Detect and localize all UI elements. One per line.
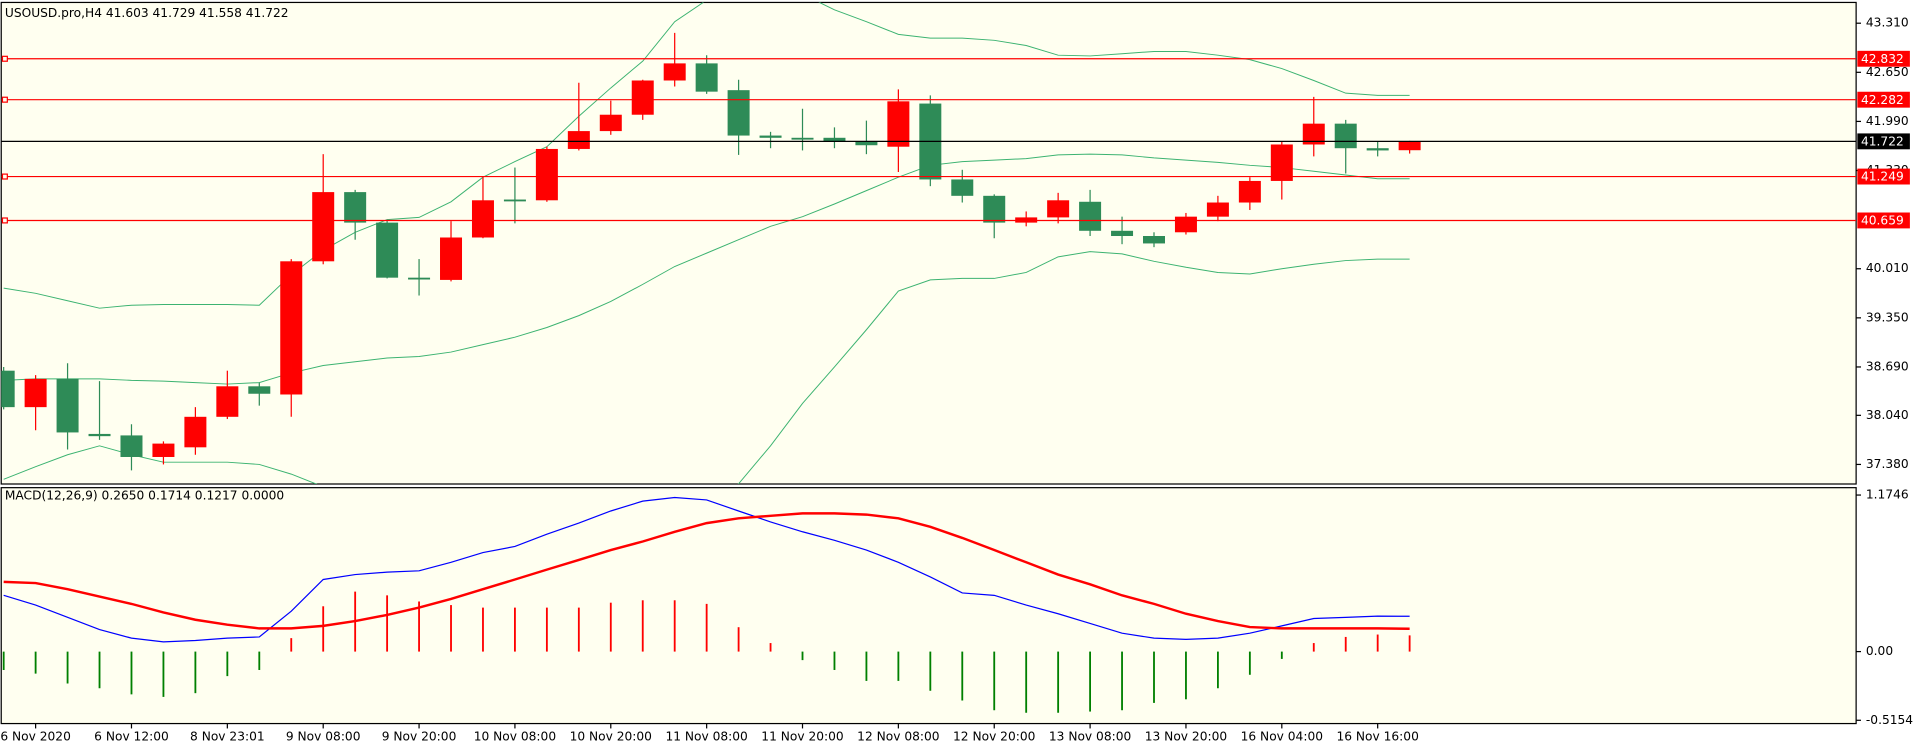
candle-body <box>216 386 239 417</box>
candle-body <box>471 200 494 238</box>
macd-plot <box>2 496 1411 713</box>
y-tick-label: 42.650 <box>1866 65 1909 79</box>
y-tick-label: 41.990 <box>1866 114 1909 128</box>
level-marker <box>1 96 8 103</box>
y-tick-label: 38.690 <box>1866 359 1909 373</box>
candle-body <box>759 135 782 138</box>
level-label-box <box>1857 133 1910 150</box>
x-tick-label: 16 Nov 16:00 <box>1336 729 1418 743</box>
x-tick-label: 11 Nov 20:00 <box>761 729 843 743</box>
x-tick-label: 12 Nov 08:00 <box>857 729 939 743</box>
x-tick-label: 13 Nov 20:00 <box>1145 729 1227 743</box>
x-tick-label: 6 Nov 12:00 <box>94 729 169 743</box>
candle-body <box>408 277 431 280</box>
candle-body <box>1079 201 1102 231</box>
candle-body <box>663 63 686 81</box>
macd-line <box>3 512 1410 630</box>
y-tick-label: 40.010 <box>1866 261 1909 275</box>
candle-body <box>1174 216 1197 233</box>
candle-body <box>440 237 463 280</box>
candle-body <box>1 370 15 408</box>
candle-body <box>1334 123 1357 149</box>
y-tick-label: 39.350 <box>1866 310 1909 324</box>
indicator-line <box>3 153 1410 385</box>
x-tick-label: 6 Nov 2020 <box>0 729 70 743</box>
x-tick-label: 10 Nov 20:00 <box>570 729 652 743</box>
candle-body <box>599 114 622 132</box>
indicator-line <box>3 2 1410 309</box>
candle-body <box>631 80 654 115</box>
macd-panel <box>0 487 1857 725</box>
level-label: 41.249 <box>1861 170 1904 184</box>
level-label: 40.659 <box>1861 214 1904 228</box>
candle-body <box>56 378 79 433</box>
candle-body <box>567 131 590 149</box>
y-tick-label: 43.310 <box>1866 16 1909 30</box>
level-label-box <box>1857 50 1910 67</box>
candle-body <box>1270 144 1293 181</box>
level-label: 42.832 <box>1861 52 1904 66</box>
y-tick-label: 1.1746 <box>1866 488 1909 502</box>
x-tick-label: 12 Nov 20:00 <box>953 729 1035 743</box>
candle-body <box>1366 148 1389 151</box>
candle-body <box>1206 202 1229 217</box>
candle-body <box>1111 230 1134 237</box>
level-label-box <box>1857 168 1910 185</box>
level-label-box <box>1857 91 1910 108</box>
candle-body <box>88 433 111 437</box>
candle-body <box>376 222 399 278</box>
price-plot <box>1 2 1857 485</box>
x-tick-label: 10 Nov 08:00 <box>474 729 556 743</box>
candle-body <box>887 101 910 147</box>
candle-body <box>1302 123 1325 145</box>
level-marker <box>1 173 8 180</box>
x-tick-label: 13 Nov 08:00 <box>1049 729 1131 743</box>
level-label: 42.282 <box>1861 93 1904 107</box>
candle-body <box>695 63 718 92</box>
candle-body <box>1143 236 1165 244</box>
candle-body <box>855 141 878 146</box>
level-label: 41.722 <box>1861 134 1904 148</box>
chart-title: USOUSD.pro,H4 41.603 41.729 41.558 41.72… <box>5 6 289 20</box>
x-tick-label: 9 Nov 20:00 <box>382 729 457 743</box>
x-tick-label: 8 Nov 23:01 <box>190 729 265 743</box>
axes: 43.31042.65041.99041.33040.01039.35038.6… <box>0 16 1913 744</box>
macd-title: MACD(12,26,9) 0.2650 0.1714 0.1217 0.000… <box>5 489 284 503</box>
candle-body <box>344 192 367 223</box>
candle-body <box>1047 200 1070 218</box>
candle-body <box>248 386 271 394</box>
price-panel <box>0 1 1857 485</box>
candle-body <box>1238 180 1261 203</box>
candle-body <box>535 148 558 201</box>
candle-body <box>983 195 1006 223</box>
y-tick-label: 38.040 <box>1866 408 1909 422</box>
candle-body <box>823 137 846 142</box>
level-marker <box>1 217 8 224</box>
y-tick-label: -0.5154 <box>1866 713 1913 727</box>
candle-body <box>727 90 750 136</box>
candle-body <box>184 416 207 448</box>
candle-body <box>312 192 335 262</box>
indicator-line <box>3 251 1410 485</box>
macd-line <box>3 496 1410 643</box>
candle-body <box>951 179 974 196</box>
level-label-box <box>1857 212 1910 229</box>
y-tick-label: 37.380 <box>1866 457 1909 471</box>
y-tick-label: 0.00 <box>1866 644 1893 658</box>
candle-body <box>280 261 303 395</box>
level-marker <box>1 55 8 62</box>
candle-body <box>503 199 526 202</box>
candle-body <box>24 378 47 408</box>
candle-body <box>120 435 143 457</box>
x-tick-label: 11 Nov 08:00 <box>665 729 747 743</box>
x-tick-label: 16 Nov 04:00 <box>1241 729 1323 743</box>
x-tick-label: 9 Nov 08:00 <box>286 729 361 743</box>
candle-body <box>791 137 814 140</box>
candle-body <box>1398 141 1421 151</box>
candle-body <box>152 443 175 457</box>
